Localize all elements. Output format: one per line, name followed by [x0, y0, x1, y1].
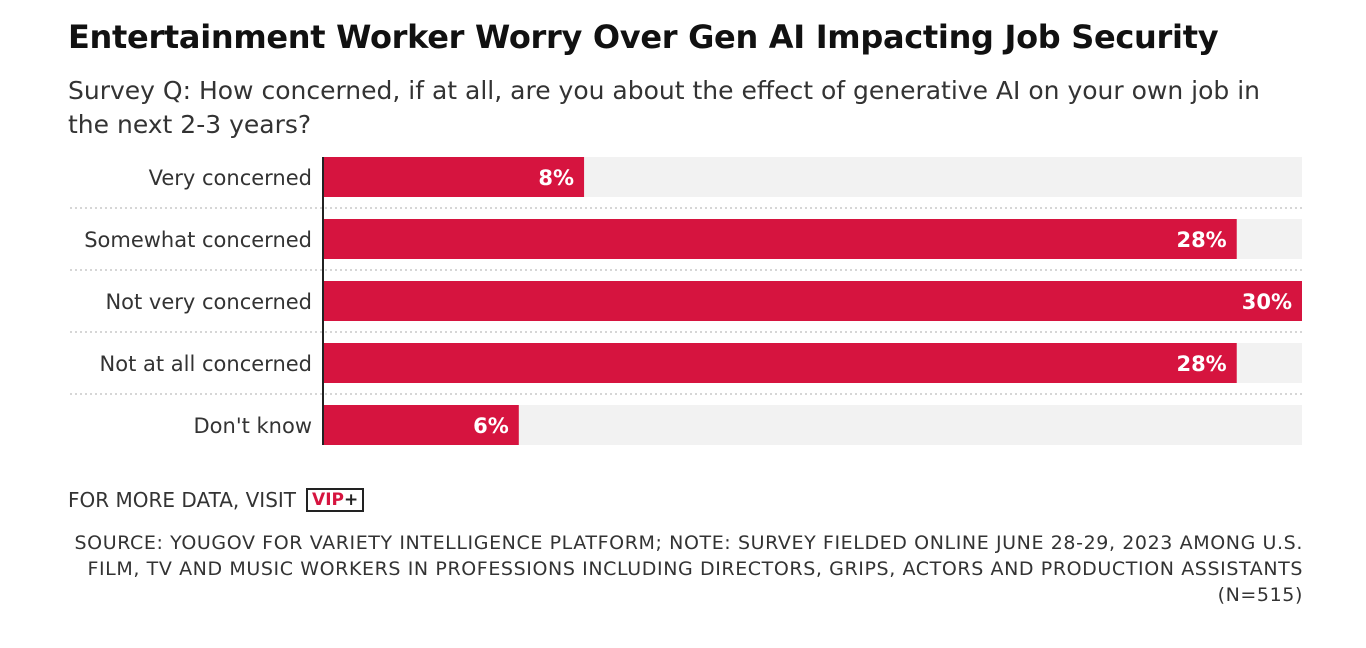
bar	[323, 281, 1302, 321]
bar-value-label: 30%	[1242, 290, 1292, 314]
vip-plus-link[interactable]: VIP+	[306, 488, 365, 512]
category-label: Somewhat concerned	[84, 228, 312, 252]
chart-title: Entertainment Worker Worry Over Gen AI I…	[68, 18, 1219, 56]
bar-value-label: 28%	[1176, 352, 1226, 376]
bar-value-label: 28%	[1176, 228, 1226, 252]
bar	[323, 157, 585, 197]
bar	[323, 405, 519, 445]
bar	[323, 219, 1237, 259]
category-label: Not very concerned	[105, 290, 312, 314]
more-data-line: FOR MORE DATA, VISIT VIP+	[68, 488, 365, 512]
vip-badge-text: VIP	[312, 490, 344, 510]
bar-value-label: 6%	[473, 414, 509, 438]
category-label: Very concerned	[149, 166, 312, 190]
bar-chart: 8% Very concerned 28% Somewhat concerned 30%…	[70, 157, 1302, 445]
bar-value-label: 8%	[538, 166, 574, 190]
source-note: SOURCE: YOUGOV FOR VARIETY INTELLIGENCE …	[74, 532, 1303, 606]
category-label: Don't know	[193, 414, 312, 438]
chart-subtitle: Survey Q: How concerned, if at all, are …	[68, 76, 1260, 139]
more-data-label: FOR MORE DATA, VISIT	[68, 488, 297, 512]
bar	[323, 343, 1237, 383]
vip-plus-sign: +	[343, 490, 359, 510]
category-label: Not at all concerned	[100, 352, 312, 376]
